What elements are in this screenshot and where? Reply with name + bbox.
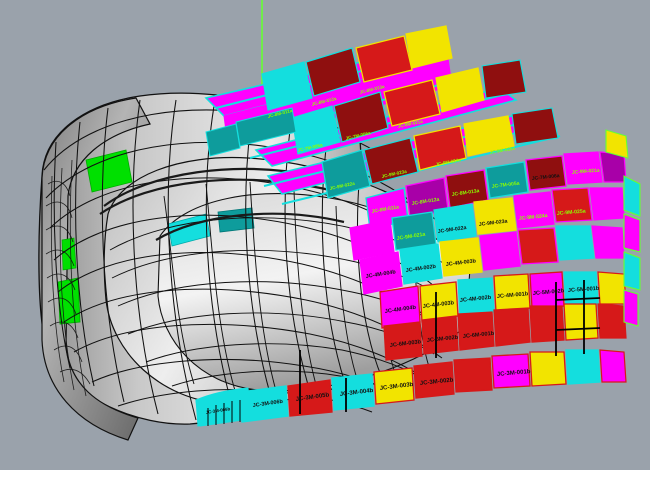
panel-label-deck-5: JC-9M-021a <box>397 119 423 129</box>
panel-label-rowa-4: JC-7M-006a <box>532 173 560 182</box>
accent-patch-cyan-b <box>217 207 255 233</box>
panel-label-front-2: JC-3M-004b <box>340 388 374 398</box>
panel-label-rowc-2: JC-4M-003b <box>446 258 477 268</box>
panel-label-rowb-2: JC-9M-023a <box>479 219 508 228</box>
panel-label-rowa-3: JC-7M-005a <box>492 181 521 190</box>
panel-detail-lines <box>299 280 601 414</box>
panel-label-mid-1: JC-4M-003b <box>423 300 455 310</box>
cad-viewport[interactable]: JC-3M-006b JC-3M-005b JC-3M-004b JC-3M-0… <box>0 0 650 470</box>
panel-label-rowb-0: JC-9M-021a <box>396 232 426 242</box>
panel-label-deck-3: JC-7M-005a <box>297 142 323 153</box>
panel-label-deck-0: JC-8M-011a <box>267 108 293 119</box>
strip-cyan-left[interactable] <box>195 387 251 427</box>
panel-label-deck-6: JC-9M-022a <box>329 181 355 191</box>
hull-bow-rim <box>41 97 151 441</box>
panel-label-mid-4: JC-5M-002b <box>533 288 565 297</box>
superstructure-blocks-top[interactable] <box>261 25 559 199</box>
panel-label-rowa-2: JC-8M-013a <box>451 188 480 198</box>
panel-label-rowb-1: JC-9M-022a <box>437 225 467 235</box>
panel-grid-main[interactable] <box>195 129 641 427</box>
panel-label-front-5: JC-3M-001b <box>497 369 531 378</box>
panel-row-a[interactable] <box>365 151 627 231</box>
panel-label-rowb-3: JC-9M-024a <box>519 213 548 222</box>
hull-bow-lattice <box>45 159 91 397</box>
panel-label-rowc-0: JC-4M-004b <box>365 269 397 280</box>
deck-band-mid[interactable] <box>205 107 297 157</box>
panel-label-mid-2: JC-4M-002b <box>460 295 492 304</box>
strip-hatch <box>207 400 241 426</box>
panel-label-hull-edge: JC-3M-006b <box>205 406 230 415</box>
panel-label-front-1: JC-3M-005b <box>295 392 330 403</box>
panel-label-front-0: JC-3M-006b <box>252 399 283 409</box>
panel-label-deck-8: JC-9M-024a <box>435 157 461 167</box>
panel-label-group: JC-3M-006b JC-3M-005b JC-3M-004b JC-3M-0… <box>205 84 600 415</box>
panel-row-c[interactable] <box>359 225 625 295</box>
panel-label-deck-2: JC-8M-013a <box>359 84 385 95</box>
panel-label-rowa-1: JC-8M-012a <box>411 197 440 207</box>
lower-edge-strip[interactable] <box>195 387 251 427</box>
accent-patch-green-upper <box>85 149 133 193</box>
panel-label-deck-7: JC-9M-023a <box>381 169 407 179</box>
panel-label-deck-4: JC-7M-006a <box>345 130 371 141</box>
model-scene: JC-3M-006b JC-3M-005b JC-3M-004b JC-3M-0… <box>38 0 641 441</box>
panel-right-edge-wrap[interactable] <box>605 129 641 327</box>
panel-label-mid-8: JC-6M-001b <box>463 331 495 340</box>
panel-label-rowc-1: JC-4M-002b <box>405 264 436 274</box>
panel-label-mid-5: JC-5M-001b <box>568 286 600 294</box>
panel-label-deck-9: JC-9M-025a <box>489 146 515 155</box>
panel-label-mid-0: JC-4M-004b <box>384 305 417 315</box>
panel-label-deck-1: JC-8M-012a <box>311 96 337 107</box>
upper-deck-assembly[interactable] <box>204 25 561 205</box>
panel-label-rowb-4: JC-9M-025a <box>557 208 586 217</box>
panel-label-mid-6: JC-6M-003b <box>390 339 422 349</box>
panel-label-rowa-5: JC-9M-021a <box>572 168 600 176</box>
panel-label-front-3: JC-3M-003b <box>380 382 414 392</box>
panel-label-mid-7: JC-6M-002b <box>427 335 459 344</box>
viewport-footer-strip <box>0 470 650 488</box>
panel-label-rowa-0: JC-8M-011a <box>371 204 399 215</box>
panel-label-front-4: JC-3M-002b <box>420 377 454 387</box>
panel-row-b[interactable] <box>349 187 625 261</box>
panel-label-mid-3: JC-4M-001b <box>497 291 529 300</box>
